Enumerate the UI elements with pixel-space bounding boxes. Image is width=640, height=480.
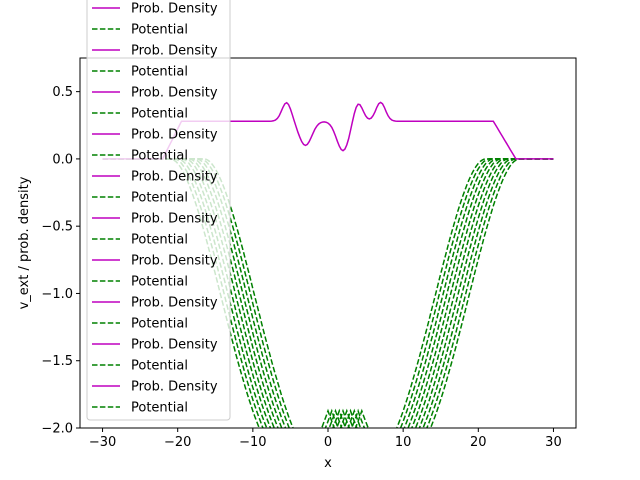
y-tick-label: 0.5: [52, 85, 73, 100]
legend-label: Potential: [131, 359, 188, 374]
legend-label: Prob. Density: [131, 128, 218, 143]
legend-label: Prob. Density: [131, 170, 218, 185]
x-axis-label: x: [324, 456, 332, 471]
legend-label: Prob. Density: [131, 2, 218, 17]
legend-label: Potential: [131, 23, 188, 38]
y-tick-label: −1.5: [41, 354, 73, 369]
y-axis-label: v_ext / prob. density: [17, 176, 32, 309]
legend-label: Prob. Density: [131, 212, 218, 227]
legend-label: Potential: [131, 233, 188, 248]
legend-label: Potential: [131, 275, 188, 290]
legend: Prob. Density Potential Prob. Density Poten…: [86, 0, 231, 421]
legend-label: Potential: [131, 149, 188, 164]
legend-label: Potential: [131, 317, 188, 332]
x-tick-label: −10: [239, 435, 266, 450]
x-tick-label: 10: [395, 435, 412, 450]
legend-label: Prob. Density: [131, 296, 218, 311]
y-tick-label: −0.5: [41, 220, 73, 235]
y-tick-label: −1.0: [41, 287, 73, 302]
x-tick-label: 20: [470, 435, 487, 450]
legend-label: Prob. Density: [131, 44, 218, 59]
y-axis: 0.5 0.0 −0.5 −1.0 −1.5 −2.0: [41, 85, 80, 437]
legend-box: [86, 0, 231, 421]
legend-label: Prob. Density: [131, 338, 218, 353]
y-tick-label: −2.0: [41, 422, 73, 437]
legend-label: Potential: [131, 65, 188, 80]
x-axis: −30 −20 −10 0 10 20 30: [89, 428, 562, 450]
legend-label: Potential: [131, 401, 188, 416]
x-tick-label: −20: [164, 435, 191, 450]
legend-label: Potential: [131, 107, 188, 122]
legend-label: Prob. Density: [131, 380, 218, 395]
legend-label: Prob. Density: [131, 254, 218, 269]
x-tick-label: 30: [545, 435, 562, 450]
legend-label: Potential: [131, 191, 188, 206]
legend-label: Prob. Density: [131, 86, 218, 101]
x-tick-label: −30: [89, 435, 116, 450]
potential-series-line: [102, 158, 554, 428]
x-tick-label: 0: [324, 435, 332, 450]
y-tick-label: 0.0: [52, 152, 73, 167]
